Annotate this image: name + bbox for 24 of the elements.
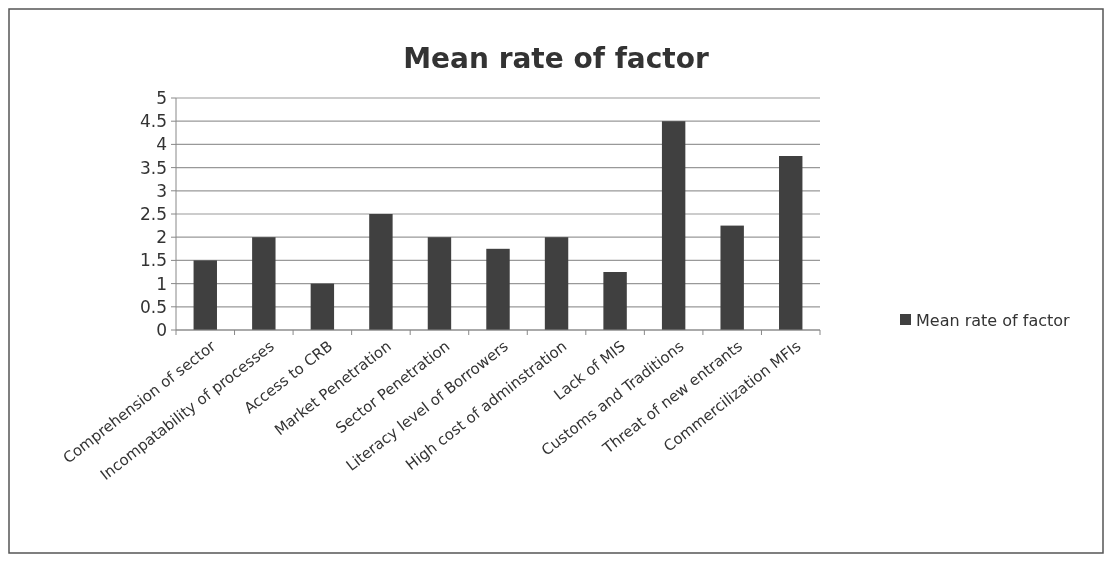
y-tick-label: 2.5 [139, 203, 167, 224]
bar [544, 237, 569, 330]
y-tick-label: 1 [156, 273, 167, 294]
bar [252, 237, 276, 330]
y-tick-label: 0.5 [139, 296, 167, 317]
bar [720, 225, 744, 330]
legend-label: Mean rate of factor [916, 310, 1071, 330]
bar [310, 283, 335, 330]
chart-title: Mean rate of factor [403, 42, 709, 75]
bar [661, 121, 686, 330]
y-tick-label: 4 [156, 134, 167, 155]
bar [369, 214, 393, 330]
y-tick-label: 2 [156, 227, 167, 248]
bar [427, 237, 452, 330]
y-tick-label: 3.5 [139, 157, 167, 178]
bar [603, 272, 627, 330]
bar [486, 248, 510, 330]
y-tick-label: 3 [156, 180, 167, 201]
y-tick-label: 4.5 [139, 111, 167, 132]
bar [779, 156, 803, 330]
y-tick-label: 5 [156, 87, 167, 108]
bar [193, 260, 217, 330]
y-tick-label: 0 [156, 319, 167, 340]
y-tick-label: 1.5 [139, 250, 167, 271]
